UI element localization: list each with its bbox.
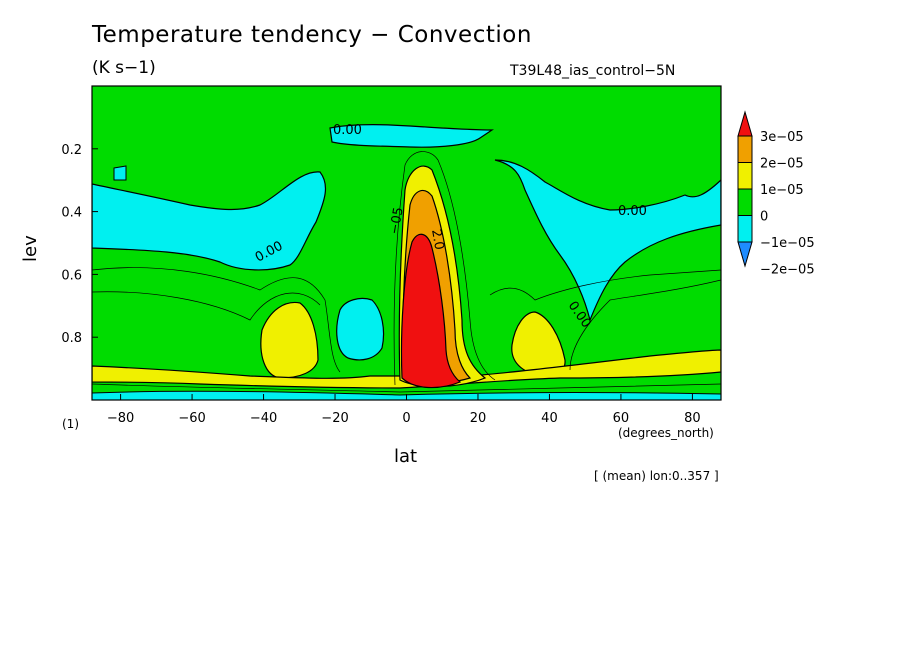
x-tick-label: 20 [470,411,487,426]
colorbar-label: 0 [760,210,768,225]
x-tick-label: −80 [107,411,134,426]
x-tick-label: 80 [684,411,701,426]
fill-cooling-small [113,165,127,181]
fill-south-subtropical [260,301,319,379]
x-axis: −80 −60 −40 −20 0 20 40 60 80 [107,394,701,426]
contour-label-group: 0.00 0.00 0.00 0.00 2.0 −05 [253,123,647,331]
colorbar: 3e−05 2e−05 1e−05 0 −1e−05 −2e−05 [737,110,815,278]
x-axis-units: (degrees_north) [618,426,714,440]
y-tick-label: 0.8 [61,331,82,346]
contour-label: 0.00 [618,204,647,219]
contour-lines [92,151,721,393]
averaging-note: [ (mean) lon:0..357 ] [594,469,719,483]
colorbar-swatch [737,162,753,190]
chart-units: (K s−1) [92,58,156,78]
x-tick-label: −40 [250,411,277,426]
x-tick-label: 40 [541,411,558,426]
y-tick-label: 0.6 [61,268,82,283]
colorbar-top-arrow [737,110,753,137]
x-axis-label: lat [394,446,418,467]
contour-label: −05 [387,206,407,236]
x-tick-label: −20 [321,411,348,426]
colorbar-label: −1e−05 [760,236,815,251]
x-tick-label: 60 [613,411,630,426]
contour-label: 2.0 [428,228,446,251]
colorbar-swatch [737,215,753,243]
fill-boundary-layer [92,349,721,389]
y-axis-label: lev [20,235,41,262]
colorbar-label: 3e−05 [760,130,804,145]
run-name: T39L48_ias_control−5N [510,63,676,79]
y-tick-label: 0.4 [61,206,82,221]
fill-cooling-midtrop [336,297,385,361]
x-tick-label: 0 [402,411,410,426]
chart-title: Temperature tendency − Convection [92,22,532,48]
x-tick-label: −60 [178,411,205,426]
fill-cooling-north [494,159,721,322]
fill-cooling-region [92,171,327,271]
contour-fills [92,86,721,400]
contour-label: 0.00 [333,123,362,138]
colorbar-swatch [737,135,753,163]
fill-tower-red [400,233,462,389]
colorbar-label: 1e−05 [760,183,804,198]
y-tick-label: 0.2 [61,143,82,158]
colorbar-swatch [737,188,753,216]
y-axis: 0.2 0.4 0.6 0.8 [61,143,98,346]
fill-cooling-upper [329,124,494,148]
colorbar-bottom-arrow [737,241,753,268]
colorbar-label: 2e−05 [760,157,804,172]
colorbar-label: −2e−05 [760,263,815,278]
y-axis-units: (1) [62,417,79,431]
